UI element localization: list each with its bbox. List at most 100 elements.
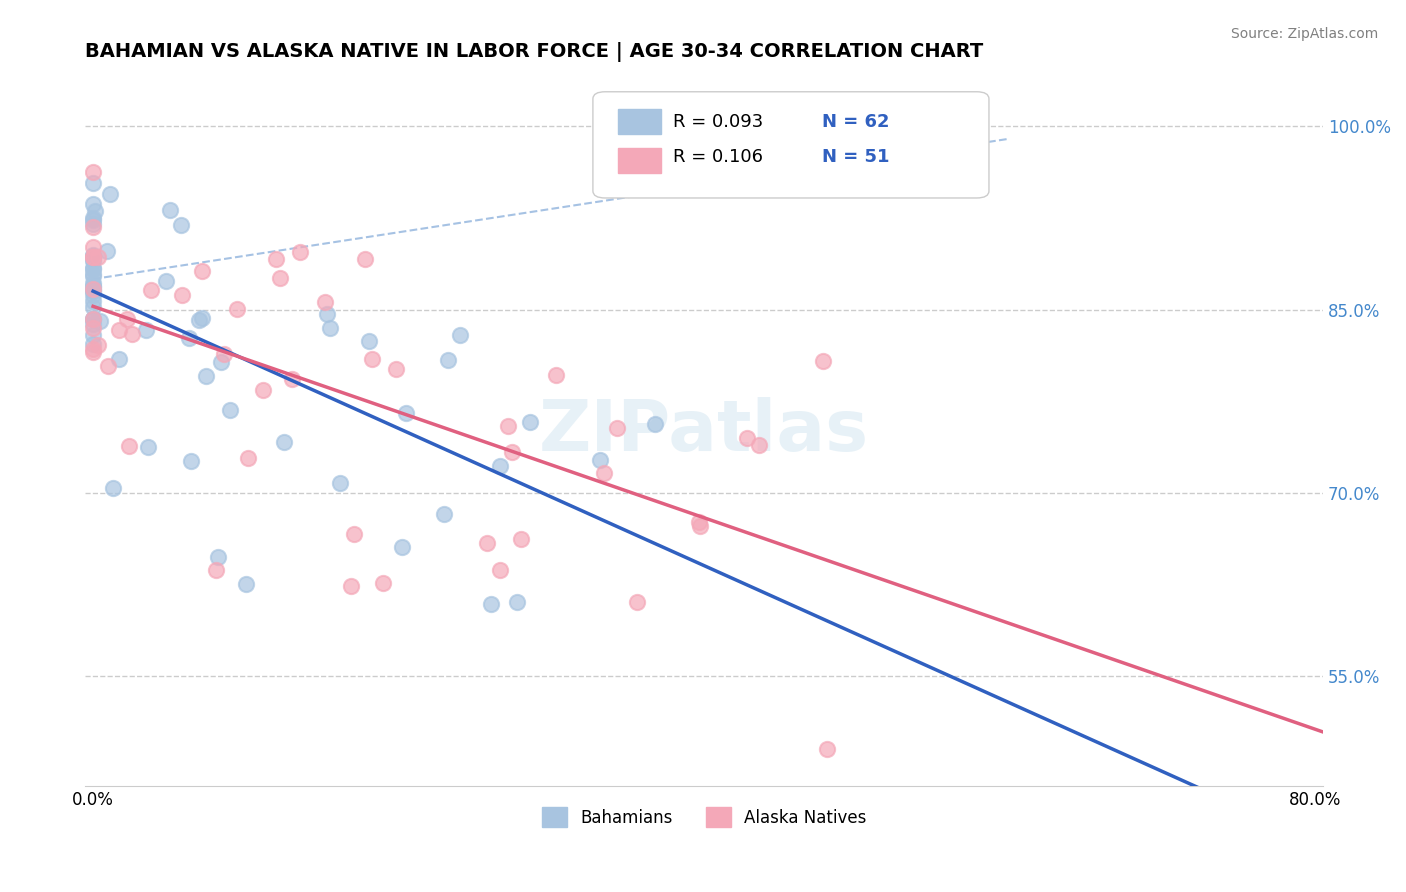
Point <box>187 312 209 326</box>
Point <box>360 351 382 366</box>
Point <box>141 283 163 297</box>
Point <box>82 176 104 190</box>
Point <box>82 261 104 276</box>
Point <box>82 211 104 225</box>
Point <box>689 518 711 533</box>
Point <box>82 220 104 235</box>
Point <box>82 327 104 342</box>
Point <box>97 359 120 374</box>
Point <box>82 337 104 351</box>
Point <box>82 250 104 264</box>
Point <box>316 307 339 321</box>
Point <box>748 438 770 452</box>
Bar <box>617 110 661 135</box>
Point <box>82 300 104 314</box>
Point <box>449 327 471 342</box>
Point <box>170 218 193 232</box>
Point <box>592 466 614 480</box>
Point <box>82 311 104 326</box>
Point <box>82 249 104 263</box>
Text: Source: ZipAtlas.com: Source: ZipAtlas.com <box>1230 27 1378 41</box>
Point <box>273 435 295 450</box>
Point <box>82 344 104 359</box>
Point <box>82 267 104 281</box>
Point <box>82 293 104 308</box>
Point <box>433 507 456 521</box>
Bar <box>617 148 661 173</box>
Text: BAHAMIAN VS ALASKA NATIVE IN LABOR FORCE | AGE 30-34 CORRELATION CHART: BAHAMIAN VS ALASKA NATIVE IN LABOR FORCE… <box>86 42 984 62</box>
Point <box>118 439 141 453</box>
Point <box>209 355 232 369</box>
Point <box>82 253 104 268</box>
Text: N = 62: N = 62 <box>823 112 890 130</box>
Point <box>115 311 138 326</box>
Point <box>82 288 104 302</box>
Point <box>82 212 104 227</box>
Point <box>212 347 235 361</box>
Point <box>136 441 159 455</box>
Point <box>319 321 342 335</box>
Point <box>353 252 375 267</box>
Point <box>155 274 177 288</box>
Point <box>82 311 104 326</box>
Point <box>82 197 104 211</box>
Point <box>172 287 194 301</box>
Point <box>359 334 381 349</box>
Point <box>489 563 512 577</box>
Point <box>489 458 512 473</box>
Point <box>108 323 131 337</box>
Point <box>509 532 531 546</box>
Point <box>82 276 104 290</box>
Point <box>475 535 498 549</box>
Point <box>204 563 226 577</box>
Point <box>288 245 311 260</box>
Point <box>180 454 202 468</box>
Point <box>519 415 541 429</box>
Point <box>688 515 710 529</box>
Point <box>501 444 523 458</box>
Point <box>207 550 229 565</box>
Point <box>644 417 666 432</box>
Point <box>82 165 104 179</box>
Point <box>190 264 212 278</box>
Point <box>82 261 104 276</box>
Point <box>395 406 418 420</box>
Point <box>385 362 408 376</box>
Point <box>811 354 834 368</box>
Point <box>496 419 519 434</box>
Text: R = 0.093: R = 0.093 <box>673 112 763 130</box>
Point <box>506 595 529 609</box>
Point <box>235 577 257 591</box>
FancyBboxPatch shape <box>593 92 988 198</box>
Point <box>135 323 157 337</box>
Point <box>177 331 200 345</box>
Point <box>194 369 217 384</box>
Point <box>82 218 104 232</box>
Point <box>108 351 131 366</box>
Point <box>269 271 291 285</box>
Point <box>82 252 104 266</box>
Text: R = 0.106: R = 0.106 <box>673 148 763 166</box>
Point <box>589 453 612 467</box>
Point <box>86 338 108 352</box>
Point <box>82 321 104 335</box>
Point <box>82 312 104 326</box>
Point <box>281 372 304 386</box>
Point <box>82 279 104 293</box>
Point <box>82 284 104 298</box>
Point <box>329 476 352 491</box>
Point <box>339 579 361 593</box>
Point <box>82 318 104 332</box>
Point <box>82 284 104 298</box>
Point <box>82 269 104 284</box>
Point <box>82 283 104 297</box>
Point <box>391 540 413 554</box>
Point <box>86 250 108 264</box>
Point <box>626 595 648 609</box>
Point <box>236 451 259 466</box>
Point <box>83 204 105 219</box>
Text: N = 51: N = 51 <box>823 148 890 166</box>
Point <box>437 353 460 368</box>
Point <box>815 742 838 756</box>
Point <box>264 252 287 267</box>
